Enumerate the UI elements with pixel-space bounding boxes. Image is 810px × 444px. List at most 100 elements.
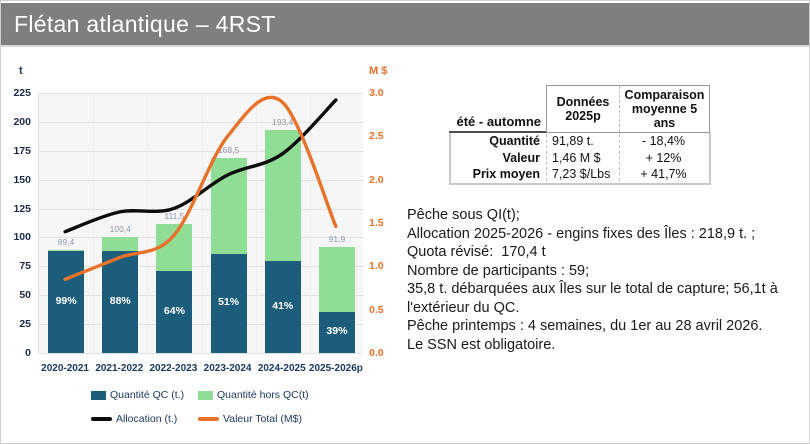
line-series-overlay (63, 95, 338, 281)
x-axis-tick: 2022-2023 (149, 363, 198, 374)
bar-segment-qc: 41% (264, 261, 301, 353)
right-axis-tick: 1.0 (369, 260, 384, 273)
left-axis-tick: 50 (19, 289, 31, 302)
x-axis-tick: 2021-2022 (95, 363, 144, 374)
bar-segment-qc: 88% (102, 250, 139, 353)
right-axis-title: M $ (369, 65, 388, 77)
notes-line: Quota révisé: 170,4 t (407, 244, 546, 260)
legend-label: Quantité hors QC(t) (217, 389, 309, 401)
gridline (39, 295, 363, 297)
row-label: Quantité (489, 134, 540, 149)
summary-table: été - automne Données 2025p Comparaison … (449, 85, 711, 185)
legend-label: Allocation (t.) (116, 413, 178, 425)
line-series-valeur (63, 95, 338, 281)
bar-segment-qc: 39% (318, 311, 355, 353)
gridline (39, 324, 363, 326)
x-axis-tick: 2023-2024 (203, 363, 252, 374)
left-axis-tick: 75 (19, 260, 31, 273)
vertical-gridline (255, 93, 257, 353)
row-comparison: - 18,4% (619, 134, 707, 149)
table-col1-header: Données 2025p (547, 86, 620, 132)
left-axis-tick: 0 (25, 347, 31, 359)
right-axis-tick: 1.5 (369, 217, 384, 229)
notes-line: Allocation 2025-2026 - engins fixes des … (407, 225, 756, 242)
gridline (39, 179, 363, 181)
notes-line: Pêche sous QI(t); (407, 207, 520, 223)
row-value: 7,23 $/Lbs (546, 167, 619, 182)
vertical-gridline (309, 93, 311, 353)
legend-swatch-bar (198, 390, 213, 400)
legend-label: Valeur Total (M$) (223, 413, 302, 425)
bar-segment-qc: 51% (210, 253, 247, 353)
bar-segment-hors-qc (48, 249, 85, 251)
bar-segment-hors-qc (318, 246, 355, 312)
gridline (39, 237, 363, 239)
left-axis-tick: 150 (13, 173, 31, 186)
legend-item: Allocation (t.) (91, 413, 177, 425)
legend-item: Quantité hors QC(t) (198, 389, 309, 401)
bar-percent-label: 39% (326, 325, 348, 338)
bar-percent-label: 51% (218, 296, 240, 309)
table-corner-label: été - automne (449, 85, 546, 133)
title-bar: Flétan atlantique – 4RST (1, 3, 809, 47)
left-axis-tick: 125 (13, 202, 31, 215)
legend-swatch-bar (91, 390, 106, 400)
legend-swatch-line (198, 417, 219, 421)
row-comparison: + 12% (619, 150, 707, 165)
table-row: Valeur 1,46 M $ + 12% (451, 150, 709, 167)
gridline (39, 208, 363, 210)
bar-total-label: 193,4 (272, 116, 294, 127)
bar-segment-qc: 64% (156, 270, 193, 353)
x-axis-tick: 2020-2021 (41, 363, 89, 374)
notes-line: Nombre de participants : 59; (407, 262, 590, 279)
bar-total-label: 100,4 (109, 223, 131, 234)
notes-line: 35,8 t. débarquées aux Îles sur le total… (407, 281, 782, 316)
bar-percent-label: 99% (55, 294, 77, 307)
gridline (39, 150, 363, 152)
left-axis-tick: 200 (13, 115, 31, 128)
x-axis-tick: 2025-2026p (308, 363, 363, 374)
bar-total-label: 89,4 (57, 236, 75, 247)
table-col2-header: Comparaison moyenne 5 ans (624, 88, 705, 130)
bar-total-label: 111,5 (164, 211, 185, 222)
left-axis-title: t (19, 65, 23, 77)
line-series-allocation (63, 98, 338, 234)
notes-line: Pêche printemps : 4 semaines, du 1er au … (407, 318, 763, 334)
page-title: Flétan atlantique – 4RST (14, 10, 276, 37)
left-axis-tick: 25 (19, 318, 31, 331)
legend-swatch-line (91, 417, 112, 421)
notes-text-block: Pêche sous QI(t); Allocation 2025-2026 - … (407, 206, 809, 354)
row-comparison: + 41,7% (619, 167, 707, 182)
notes-line: Le SSN est obligatoire. (407, 336, 556, 353)
bar-total-label: 168,5 (217, 145, 240, 156)
legend-item: Quantité QC (t.) (91, 389, 184, 401)
vertical-gridline (147, 93, 149, 353)
vertical-gridline (201, 93, 203, 353)
gridline (39, 353, 363, 354)
gridline (39, 266, 363, 268)
left-axis-tick: 175 (13, 144, 31, 157)
plot-area: 99% 89,4 88% 100,4 64% 111,5 51% 168,5 41% 193,4 3… (38, 93, 363, 354)
bar-segment-qc: 99% (48, 250, 85, 353)
bar-percent-label: 88% (109, 294, 131, 307)
vertical-gridline (93, 93, 95, 353)
gridline (39, 121, 363, 123)
row-value: 91,89 t. (546, 134, 619, 149)
table-row: Prix moyen 7,23 $/Lbs + 41,7% (451, 166, 709, 183)
table-row: Quantité 91,89 t. - 18,4% (451, 133, 709, 150)
row-value: 1,46 M $ (546, 150, 619, 165)
right-axis-tick: 2.5 (369, 130, 384, 143)
row-label: Valeur (502, 150, 540, 165)
right-axis-tick: 0.0 (369, 347, 384, 359)
x-axis-tick: 2024-2025 (257, 363, 306, 374)
row-label: Prix moyen (472, 167, 540, 182)
bar-segment-hors-qc (102, 237, 139, 251)
legend-label: Quantité QC (t.) (110, 389, 185, 401)
left-axis-tick: 225 (13, 87, 31, 99)
gridline (39, 93, 363, 94)
right-axis-tick: 0.5 (369, 303, 384, 316)
right-axis-tick: 3.0 (369, 87, 384, 99)
bar-percent-label: 41% (272, 300, 294, 313)
legend-item: Valeur Total (M$) (198, 413, 302, 425)
